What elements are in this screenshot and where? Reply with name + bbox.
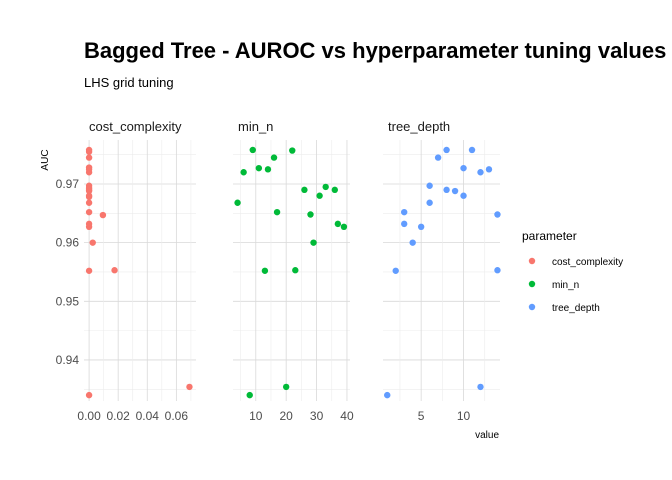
point-tree-depth (460, 192, 467, 199)
point-min-n (249, 146, 256, 154)
point-min-n (331, 186, 339, 194)
point-min-n (261, 267, 269, 274)
facet-label-tree-depth: tree_depth (388, 119, 450, 134)
x-tick-label: 20 (280, 409, 294, 423)
point-tree-depth (443, 186, 450, 194)
legend-title: parameter (522, 229, 577, 243)
chart-title: Bagged Tree - AUROC vs hyperparameter tu… (84, 38, 666, 63)
facet-cost-complexity: 0.00 0.02 0.04 0.06 cost_complexity (77, 119, 196, 423)
x-tick-label: 5 (418, 409, 425, 423)
facet-panels: 0.94 0.95 0.96 0.97 0.00 0.02 0.04 0.06 cost_com… (56, 119, 501, 423)
point-tree-depth (409, 239, 416, 246)
point-tree-depth (417, 223, 425, 231)
point-tree-depth (494, 211, 501, 218)
point-tree-depth (400, 208, 408, 216)
y-tick-label: 0.95 (56, 294, 80, 308)
x-tick-label: 10 (457, 409, 471, 423)
point-min-n (316, 192, 323, 199)
legend: parameter cost_complexity min_n tree_depth (522, 229, 623, 314)
point-cost-complexity (85, 391, 93, 399)
facet-min-n: 10 20 30 40 min_n (233, 119, 354, 423)
x-axis-label: value (475, 430, 499, 441)
x-tick-label: 40 (340, 409, 354, 423)
point-tree-depth (426, 182, 433, 189)
x-tick-label: 0.06 (165, 409, 189, 423)
x-tick-label: 0.02 (107, 409, 131, 423)
point-tree-depth (485, 166, 493, 173)
legend-label-cost-complexity: cost_complexity (552, 257, 623, 268)
y-tick-label: 0.94 (56, 353, 80, 367)
legend-key-min-n (528, 280, 536, 288)
point-tree-depth (384, 391, 391, 399)
legend-key-tree-depth (528, 303, 536, 311)
point-cost-complexity (85, 199, 93, 206)
point-cost-complexity (85, 193, 93, 201)
x-tick-label: 10 (249, 409, 263, 423)
point-min-n (264, 166, 272, 173)
point-cost-complexity (85, 169, 93, 176)
x-tick-label: 30 (310, 409, 324, 423)
point-tree-depth (451, 187, 459, 195)
point-min-n (255, 164, 263, 172)
point-tree-depth (426, 199, 433, 206)
point-min-n (334, 220, 342, 228)
x-tick-label: 0.04 (136, 409, 160, 423)
point-min-n (322, 183, 329, 191)
point-min-n (234, 199, 241, 206)
point-min-n (307, 211, 314, 218)
point-cost-complexity (85, 267, 93, 274)
legend-label-min-n: min_n (552, 280, 579, 291)
legend-key-cost-complexity (528, 257, 536, 265)
point-min-n (289, 147, 296, 154)
point-min-n (273, 208, 281, 216)
point-cost-complexity (111, 267, 118, 274)
point-tree-depth (443, 146, 450, 154)
facet-label-cost-complexity: cost_complexity (89, 119, 182, 134)
point-cost-complexity (85, 154, 93, 161)
point-min-n (310, 239, 317, 246)
y-tick-label: 0.97 (56, 177, 80, 191)
point-tree-depth (477, 169, 484, 176)
facet-tree-depth: 5 10 tree_depth (383, 119, 501, 423)
point-cost-complexity (89, 239, 96, 246)
chart-subtitle: LHS grid tuning (84, 75, 174, 90)
point-tree-depth (460, 164, 467, 172)
point-min-n (292, 267, 299, 274)
point-tree-depth (434, 154, 442, 161)
point-min-n (340, 223, 348, 231)
point-min-n (240, 169, 247, 176)
point-tree-depth (468, 146, 476, 154)
x-tick-label: 0.00 (77, 409, 101, 423)
y-tick-label: 0.96 (56, 236, 80, 250)
point-tree-depth (494, 267, 501, 274)
point-cost-complexity (85, 148, 93, 155)
legend-label-tree-depth: tree_depth (552, 303, 600, 314)
point-cost-complexity (99, 211, 107, 219)
point-min-n (270, 154, 278, 161)
point-min-n (301, 186, 308, 194)
facet-label-min-n: min_n (238, 119, 273, 134)
point-tree-depth (477, 383, 484, 391)
point-cost-complexity (85, 208, 93, 216)
point-cost-complexity (186, 383, 193, 391)
point-tree-depth (400, 220, 408, 228)
point-cost-complexity (85, 187, 93, 195)
point-min-n (282, 383, 290, 391)
point-cost-complexity (85, 223, 93, 231)
point-min-n (246, 391, 253, 399)
point-tree-depth (392, 267, 399, 274)
y-axis-label: AUC (40, 149, 51, 170)
